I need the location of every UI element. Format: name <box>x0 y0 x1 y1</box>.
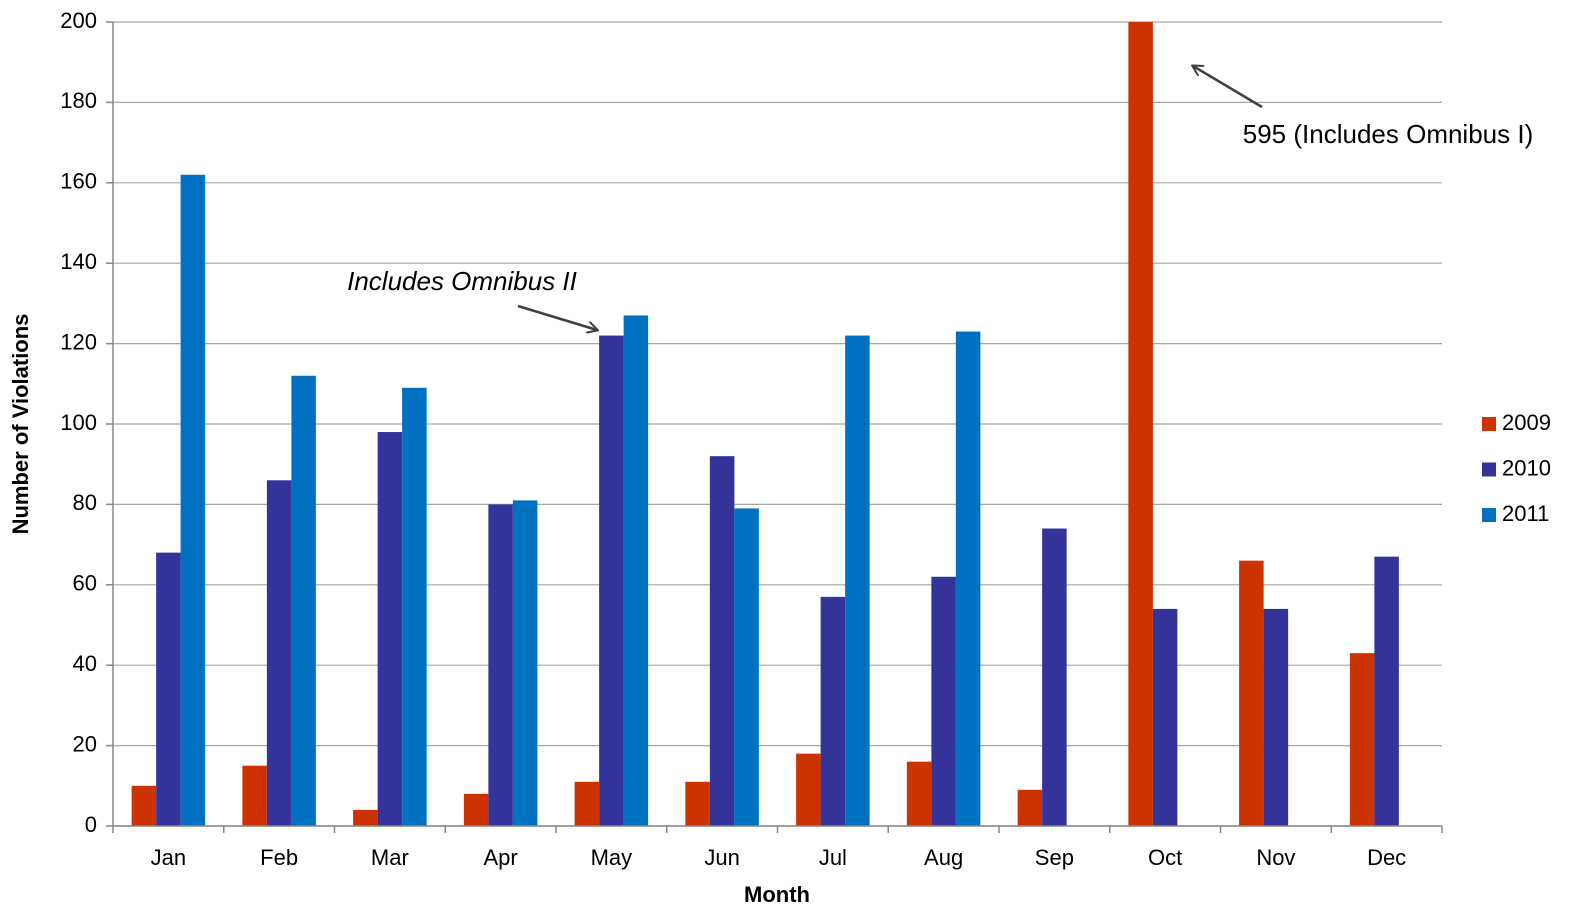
bar <box>623 315 649 826</box>
x-axis-title: Month <box>744 882 810 907</box>
bar <box>796 753 821 826</box>
legend-label: 2010 <box>1502 455 1551 480</box>
bar <box>709 456 735 826</box>
bar <box>1128 22 1153 826</box>
bar <box>599 335 624 826</box>
annotation-arrow <box>517 304 597 330</box>
x-tick-label: Apr <box>484 845 518 870</box>
y-tick-label: 0 <box>85 812 97 837</box>
x-tick-label: Mar <box>371 845 409 870</box>
bar <box>156 552 181 826</box>
y-tick-label: 40 <box>73 651 97 676</box>
bar <box>1374 556 1399 826</box>
bar <box>488 504 513 826</box>
y-tick-label: 160 <box>60 169 97 194</box>
y-tick-label: 140 <box>60 249 97 274</box>
y-axis-title: Number of Violations <box>8 314 33 535</box>
bar <box>512 500 538 826</box>
bar <box>402 387 427 826</box>
annotation: Includes Omnibus II <box>347 266 577 296</box>
bar <box>1042 528 1067 826</box>
x-tick-label: Oct <box>1148 845 1182 870</box>
x-tick-label: May <box>591 845 633 870</box>
x-tick-label: Feb <box>260 845 298 870</box>
bar <box>685 781 710 826</box>
x-tick-label: Jan <box>151 845 186 870</box>
bar <box>463 793 489 826</box>
x-tick-label: Jul <box>819 845 847 870</box>
annotation: 595 (Includes Omnibus I) <box>1243 119 1533 149</box>
bar <box>131 785 157 826</box>
legend-swatch <box>1482 508 1496 522</box>
bar <box>1263 608 1289 826</box>
bar <box>955 331 981 826</box>
x-tick-label: Aug <box>924 845 963 870</box>
bar <box>291 375 316 826</box>
bar <box>931 576 956 826</box>
bars <box>131 22 1399 826</box>
y-tick-label: 60 <box>73 571 97 596</box>
x-tick-label: Sep <box>1035 845 1074 870</box>
y-tick-label: 100 <box>60 410 97 435</box>
legend-swatch <box>1482 462 1496 477</box>
bar <box>1152 608 1178 826</box>
x-tick-label: Nov <box>1256 845 1295 870</box>
x-tick-label: Jun <box>704 845 739 870</box>
y-tick-label: 80 <box>73 490 97 515</box>
bar <box>242 765 267 826</box>
bar <box>353 809 378 826</box>
grid <box>106 21 1442 827</box>
bar <box>377 432 403 826</box>
legend-label: 2011 <box>1502 501 1549 526</box>
legend-label: 2009 <box>1502 410 1551 435</box>
bar <box>820 596 846 826</box>
bar <box>180 174 206 826</box>
bar <box>906 761 932 826</box>
x-tick-label: Dec <box>1367 845 1406 870</box>
bar <box>574 781 600 826</box>
y-tick-label: 20 <box>73 731 97 756</box>
y-tick-label: 200 <box>60 8 97 33</box>
bar <box>1239 560 1264 826</box>
annotation-arrow <box>1193 66 1263 109</box>
y-tick-label: 180 <box>60 88 97 113</box>
bar <box>266 480 292 826</box>
bar <box>1349 653 1375 826</box>
legend-swatch <box>1482 417 1496 431</box>
bar <box>734 508 759 826</box>
y-tick-label: 120 <box>60 329 97 354</box>
bar <box>845 335 870 826</box>
bar <box>1017 789 1043 826</box>
